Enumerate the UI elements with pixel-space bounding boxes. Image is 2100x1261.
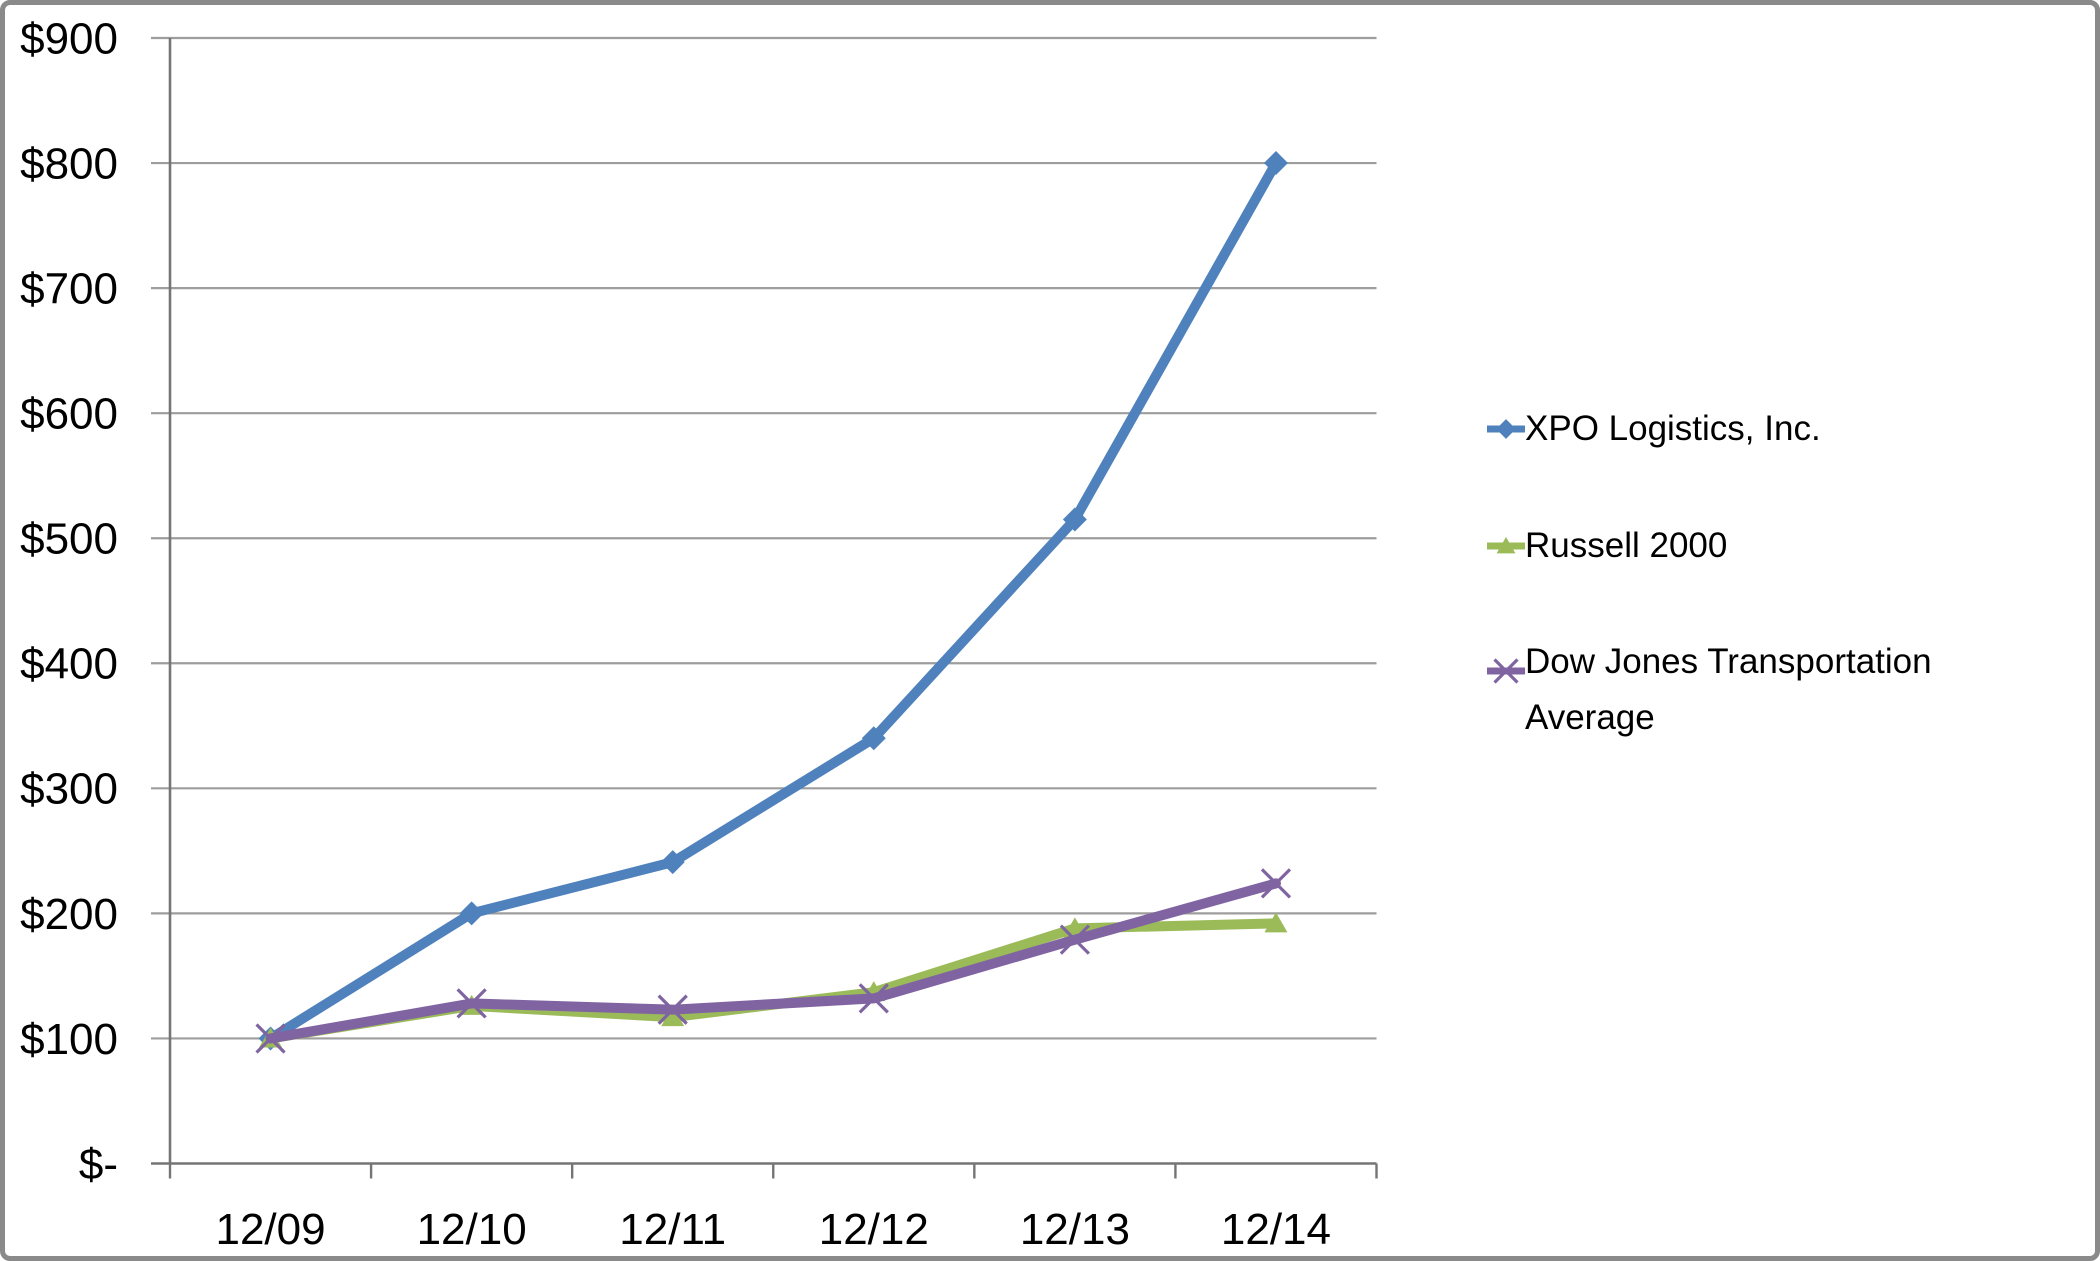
xpo-diamond-line-sample-icon (1487, 419, 1525, 439)
svg-text:12/13: 12/13 (1020, 1205, 1130, 1254)
legend-label-russell-2000: Russell 2000 (1525, 526, 1728, 565)
legend-label-xpo-logistics: XPO Logistics, Inc. (1525, 409, 1821, 448)
russell-triangle-line-sample-icon (1487, 536, 1525, 554)
svg-text:$400: $400 (20, 640, 118, 689)
svg-text:12/09: 12/09 (215, 1205, 325, 1254)
svg-text:$700: $700 (20, 265, 118, 314)
svg-text:$800: $800 (20, 139, 118, 188)
svg-text:12/12: 12/12 (819, 1205, 929, 1254)
legend-label-dow-jones-transportation: Dow Jones Transportation Average (1525, 642, 1932, 737)
svg-text:12/10: 12/10 (417, 1205, 527, 1254)
svg-text:$600: $600 (20, 390, 118, 439)
svg-text:$200: $200 (20, 890, 118, 939)
svg-text:12/11: 12/11 (619, 1205, 726, 1254)
svg-text:$500: $500 (20, 515, 118, 564)
legend-item-dow-jones-transportation: Dow Jones Transportation Average (1487, 634, 1980, 746)
legend-item-russell-2000: Russell 2000 (1487, 518, 1727, 574)
svg-text:12/14: 12/14 (1221, 1205, 1331, 1254)
legend-item-xpo-logistics: XPO Logistics, Inc. (1487, 401, 1821, 457)
svg-text:$900: $900 (20, 14, 118, 63)
svg-text:$-: $- (79, 1140, 118, 1189)
svg-text:$100: $100 (20, 1015, 118, 1064)
svg-text:$300: $300 (20, 765, 118, 814)
dow-jones-x-line-sample-icon (1487, 658, 1525, 684)
